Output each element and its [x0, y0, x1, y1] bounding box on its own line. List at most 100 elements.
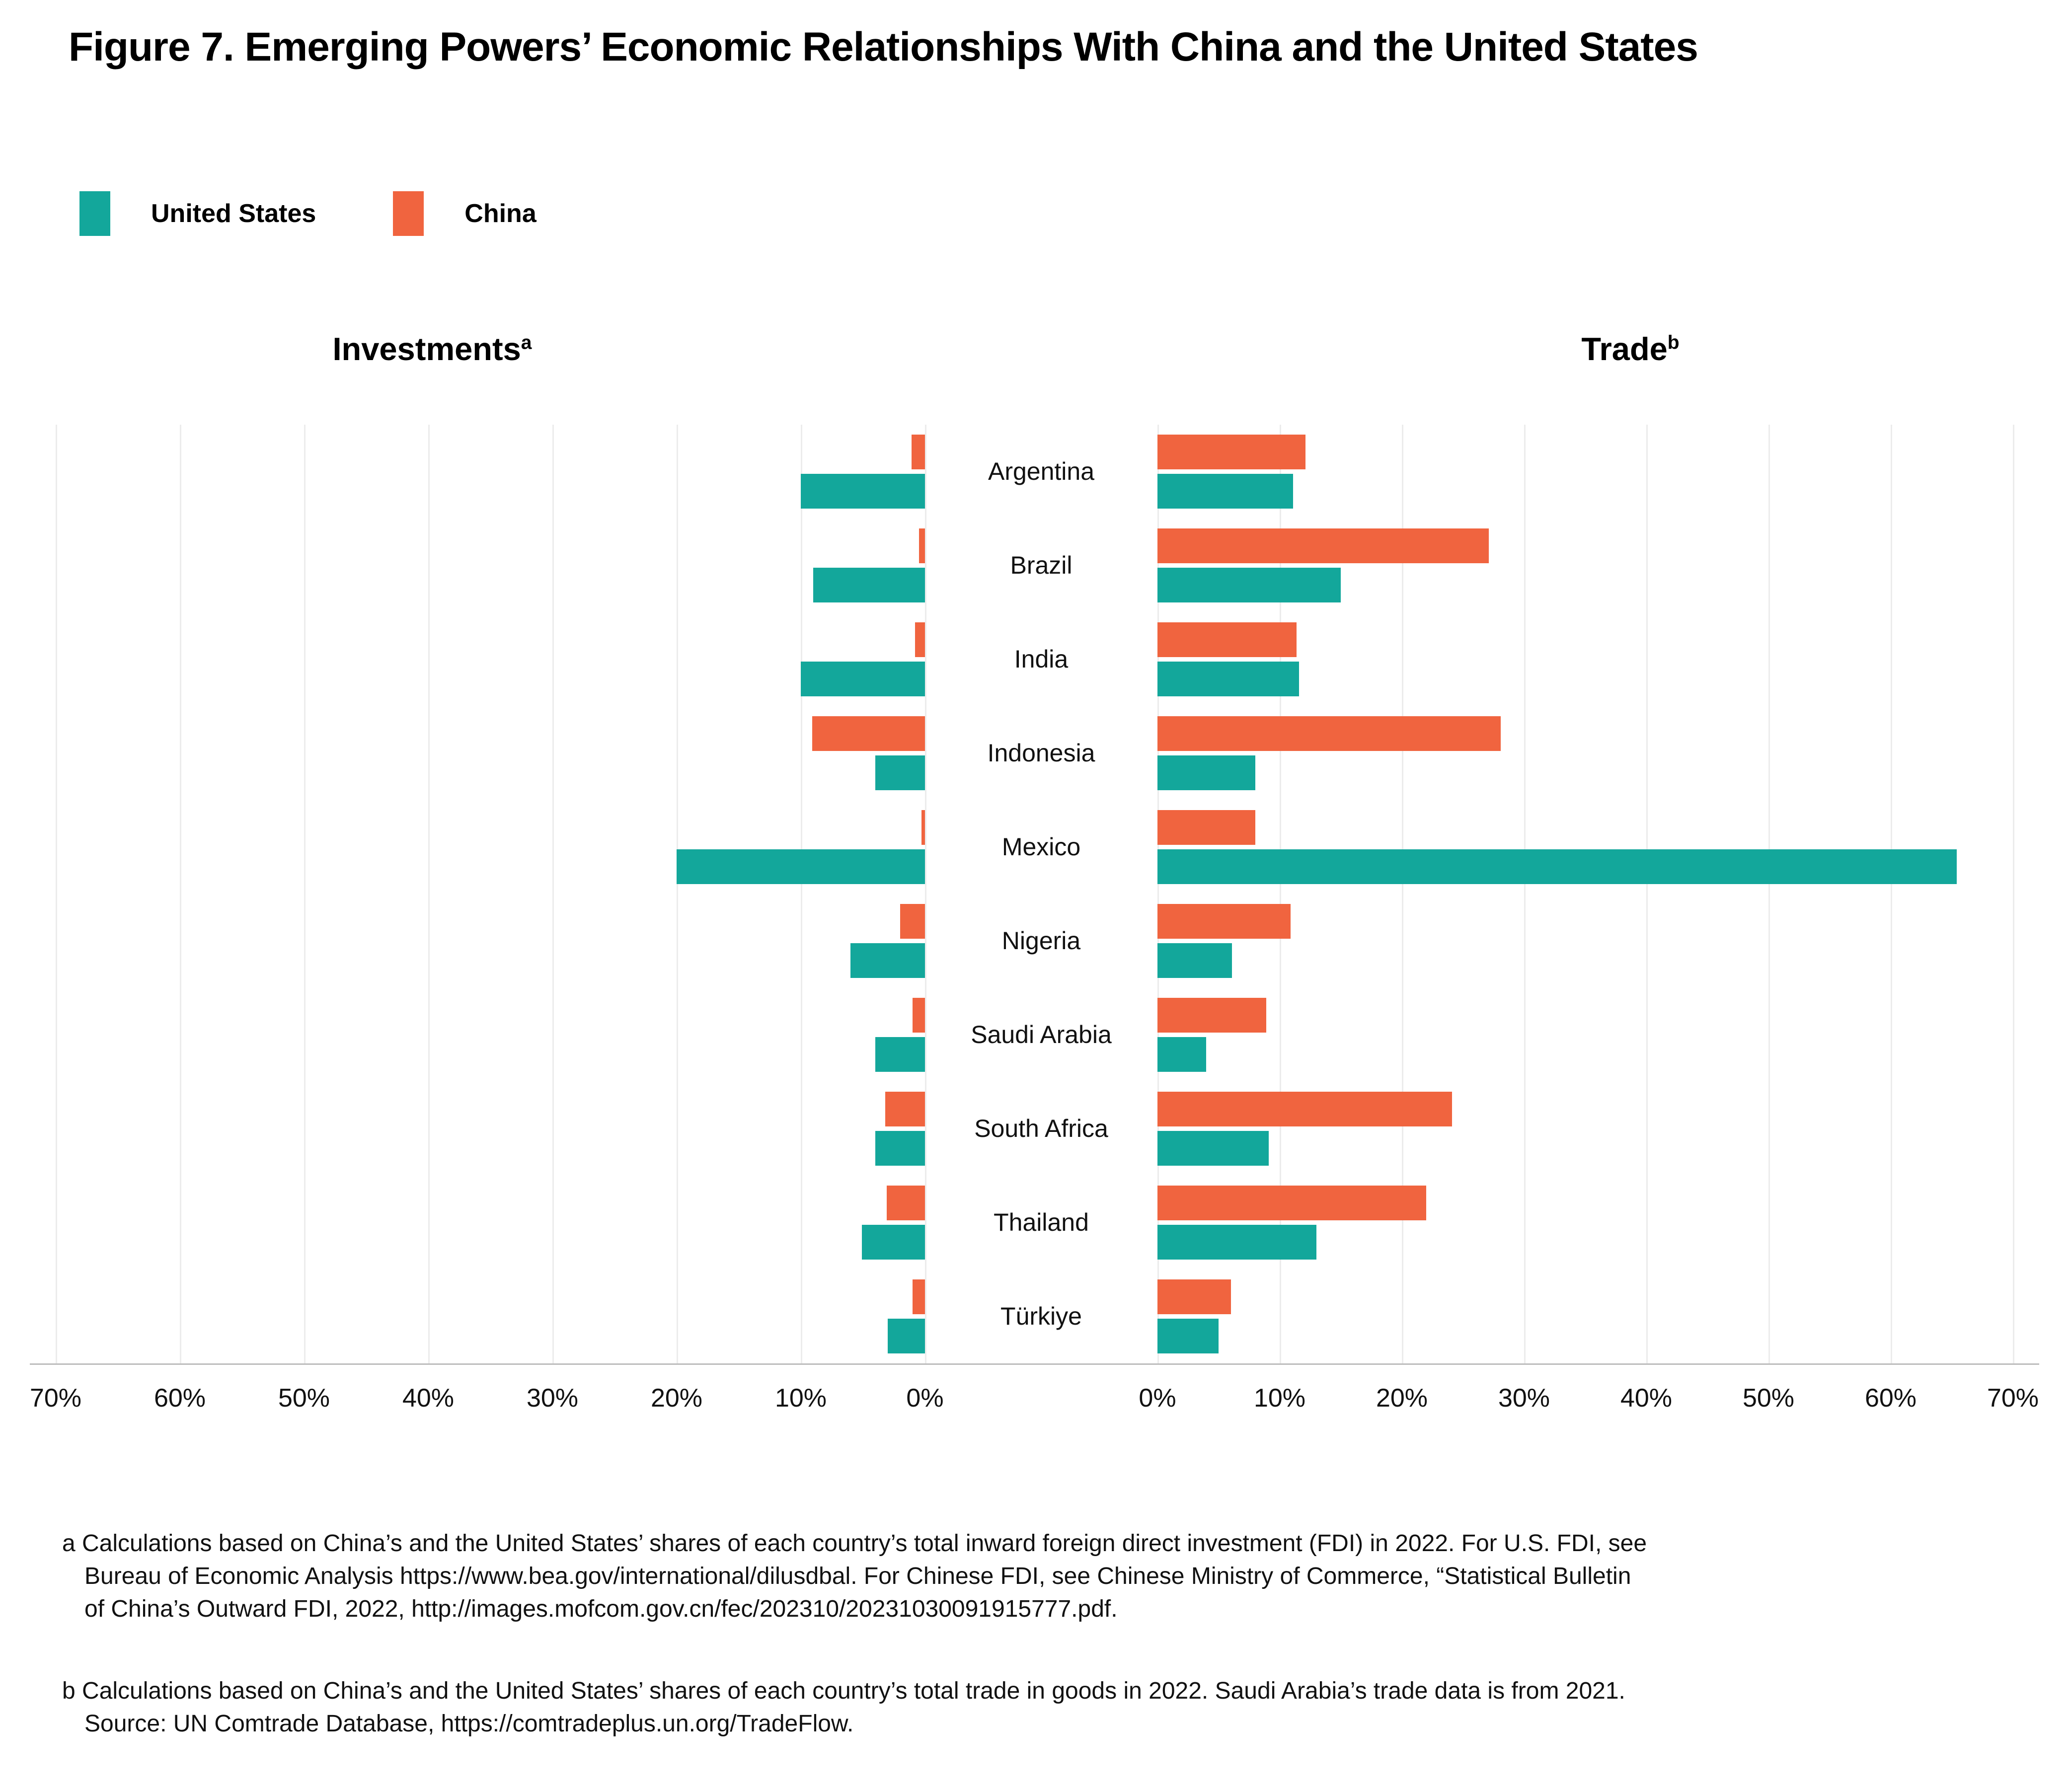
- panel-header-trade-text: Trade: [1581, 331, 1668, 367]
- bar-investments-china-nigeria: [900, 904, 925, 939]
- legend-swatch-china-icon: [393, 191, 424, 236]
- footnote-a-line: a Calculations based on China’s and the …: [62, 1530, 1647, 1557]
- bar-trade-china-nigeria: [1157, 904, 1291, 939]
- bar-investments-china-south-africa: [885, 1092, 925, 1126]
- country-label-mexico: Mexico: [1001, 833, 1081, 861]
- x-tick-trade-20: 20%: [1376, 1384, 1428, 1413]
- gridline-investments: [677, 425, 678, 1363]
- gridline-investments: [304, 425, 306, 1363]
- x-tick-trade-70: 70%: [1987, 1384, 2039, 1413]
- legend-swatch-us-icon: [79, 191, 110, 236]
- x-tick-investments-30: 30%: [526, 1384, 579, 1413]
- gridline-investments: [428, 425, 430, 1363]
- bar-investments-us-thailand: [861, 1225, 925, 1260]
- x-tick-investments-70: 70%: [29, 1384, 82, 1413]
- panel-header-trade-superscript: b: [1667, 332, 1680, 354]
- country-label-brazil: Brazil: [1010, 551, 1073, 579]
- x-tick-trade-30: 30%: [1498, 1384, 1550, 1413]
- x-tick-investments-10: 10%: [774, 1384, 827, 1413]
- gridline-investments: [801, 425, 802, 1363]
- gridline-trade: [1768, 425, 1770, 1363]
- panel-header-investments-text: Investments: [332, 331, 521, 367]
- legend-label-united-states: United States: [151, 199, 316, 228]
- bar-trade-china-indonesia: [1157, 716, 1501, 751]
- country-label-nigeria: Nigeria: [1001, 927, 1081, 955]
- bar-investments-us-india: [801, 662, 925, 696]
- bar-investments-china-india: [915, 622, 925, 657]
- legend-item-china: China: [393, 191, 537, 236]
- country-label-indonesia: Indonesia: [987, 739, 1095, 767]
- bar-investments-us-saudi-arabia: [875, 1037, 925, 1072]
- country-label-argentina: Argentina: [988, 457, 1095, 485]
- gridline-trade: [1157, 425, 1159, 1363]
- bar-trade-china-brazil: [1157, 528, 1489, 563]
- bar-investments-us-t-rkiye: [888, 1319, 925, 1353]
- footnote-a-line: of China’s Outward FDI, 2022, http://ima…: [84, 1596, 1118, 1622]
- bar-trade-us-mexico: [1157, 849, 1957, 884]
- country-label-t-rkiye: Türkiye: [1000, 1302, 1082, 1330]
- bar-trade-china-thailand: [1157, 1186, 1427, 1220]
- x-tick-trade-10: 10%: [1253, 1384, 1306, 1413]
- gridline-trade: [1402, 425, 1403, 1363]
- bar-trade-us-t-rkiye: [1157, 1319, 1219, 1353]
- footnote-a-line: Bureau of Economic Analysis https://www.…: [84, 1563, 1631, 1589]
- gridline-investments: [56, 425, 57, 1363]
- gridline-investments: [925, 425, 926, 1363]
- country-label-south-africa: South Africa: [974, 1115, 1108, 1142]
- gridline-trade: [1891, 425, 1892, 1363]
- x-tick-trade-40: 40%: [1620, 1384, 1673, 1413]
- bar-investments-us-argentina: [801, 474, 925, 509]
- bar-investments-us-south-africa: [875, 1131, 925, 1166]
- bar-investments-us-indonesia: [875, 755, 925, 790]
- gridline-trade: [1280, 425, 1281, 1363]
- x-tick-investments-20: 20%: [650, 1384, 703, 1413]
- bar-trade-us-india: [1157, 662, 1300, 696]
- bar-investments-china-thailand: [886, 1186, 925, 1220]
- country-label-saudi-arabia: Saudi Arabia: [971, 1021, 1112, 1048]
- gridline-trade: [1524, 425, 1526, 1363]
- bar-trade-us-nigeria: [1157, 943, 1232, 978]
- footnote-a: a Calculations based on China’s and the …: [62, 1527, 1647, 1626]
- x-tick-investments-60: 60%: [153, 1384, 206, 1413]
- gridline-investments: [552, 425, 554, 1363]
- panel-header-investments: Investmentsa: [332, 330, 532, 368]
- footnote-b: b Calculations based on China’s and the …: [62, 1675, 1625, 1740]
- country-label-thailand: Thailand: [994, 1208, 1089, 1236]
- bar-investments-us-nigeria: [850, 943, 925, 978]
- bar-investments-china-brazil: [919, 528, 925, 563]
- bar-investments-china-saudi-arabia: [913, 998, 925, 1033]
- x-tick-trade-50: 50%: [1742, 1384, 1795, 1413]
- x-tick-trade-0: 0%: [1139, 1384, 1176, 1413]
- legend-label-china: China: [464, 199, 537, 228]
- bar-investments-china-t-rkiye: [913, 1279, 925, 1314]
- legend: United States China: [79, 191, 537, 236]
- bar-investments-us-mexico: [677, 849, 925, 884]
- x-axis-baseline: [30, 1363, 2039, 1365]
- bar-trade-us-thailand: [1157, 1225, 1316, 1260]
- gridline-investments: [180, 425, 181, 1363]
- x-tick-investments-0: 0%: [906, 1384, 944, 1413]
- bar-investments-china-mexico: [921, 810, 925, 845]
- panel-header-trade: Tradeb: [1581, 330, 1679, 368]
- gridline-trade: [1646, 425, 1648, 1363]
- bar-trade-china-india: [1157, 622, 1297, 657]
- footnote-b-line: b Calculations based on China’s and the …: [62, 1678, 1625, 1704]
- bar-trade-us-brazil: [1157, 568, 1341, 602]
- bar-trade-us-indonesia: [1157, 755, 1255, 790]
- gridline-trade: [2013, 425, 2014, 1363]
- bar-trade-china-saudi-arabia: [1157, 998, 1266, 1033]
- bar-trade-us-south-africa: [1157, 1131, 1269, 1166]
- x-tick-trade-60: 60%: [1864, 1384, 1917, 1413]
- bar-trade-us-argentina: [1157, 474, 1294, 509]
- country-label-india: India: [1014, 645, 1069, 673]
- bar-trade-china-south-africa: [1157, 1092, 1452, 1126]
- bar-investments-china-argentina: [911, 435, 925, 469]
- legend-item-united-states: United States: [79, 191, 316, 236]
- bar-trade-us-saudi-arabia: [1157, 1037, 1207, 1072]
- bar-investments-china-indonesia: [812, 716, 925, 751]
- bar-trade-china-t-rkiye: [1157, 1279, 1231, 1314]
- bar-trade-china-argentina: [1157, 435, 1305, 469]
- footnote-b-line: Source: UN Comtrade Database, https://co…: [84, 1711, 854, 1737]
- x-tick-investments-40: 40%: [402, 1384, 455, 1413]
